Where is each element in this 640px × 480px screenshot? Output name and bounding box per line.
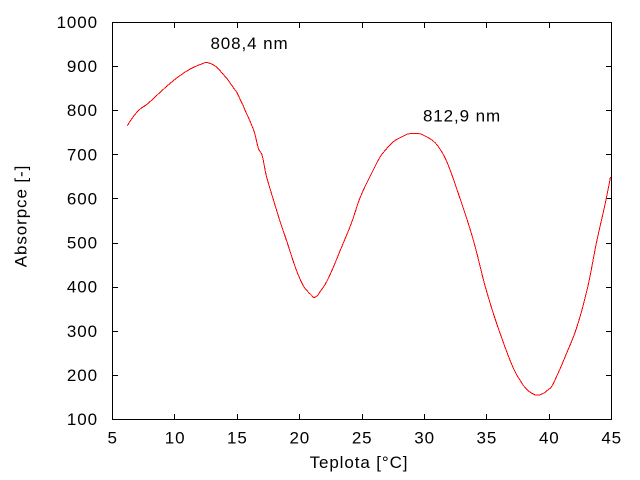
svg-text:900: 900 <box>67 57 98 76</box>
svg-text:300: 300 <box>67 322 98 341</box>
svg-text:30: 30 <box>414 429 435 448</box>
svg-text:400: 400 <box>67 278 98 297</box>
svg-text:5: 5 <box>108 429 118 448</box>
svg-text:812,9 nm: 812,9 nm <box>423 107 501 126</box>
svg-text:15: 15 <box>227 429 248 448</box>
svg-text:45: 45 <box>601 429 622 448</box>
svg-text:35: 35 <box>477 429 498 448</box>
svg-text:10: 10 <box>165 429 186 448</box>
svg-text:100: 100 <box>67 410 98 429</box>
svg-text:1000: 1000 <box>57 13 98 32</box>
svg-text:20: 20 <box>289 429 310 448</box>
svg-text:40: 40 <box>539 429 560 448</box>
svg-text:25: 25 <box>352 429 373 448</box>
svg-text:500: 500 <box>67 234 98 253</box>
svg-text:800: 800 <box>67 101 98 120</box>
svg-text:Absorpce [-]: Absorpce [-] <box>11 165 30 267</box>
svg-text:Teplota [°C]: Teplota [°C] <box>310 453 409 472</box>
svg-text:600: 600 <box>67 189 98 208</box>
svg-text:200: 200 <box>67 366 98 385</box>
svg-text:808,4 nm: 808,4 nm <box>210 34 288 53</box>
svg-text:700: 700 <box>67 145 98 164</box>
